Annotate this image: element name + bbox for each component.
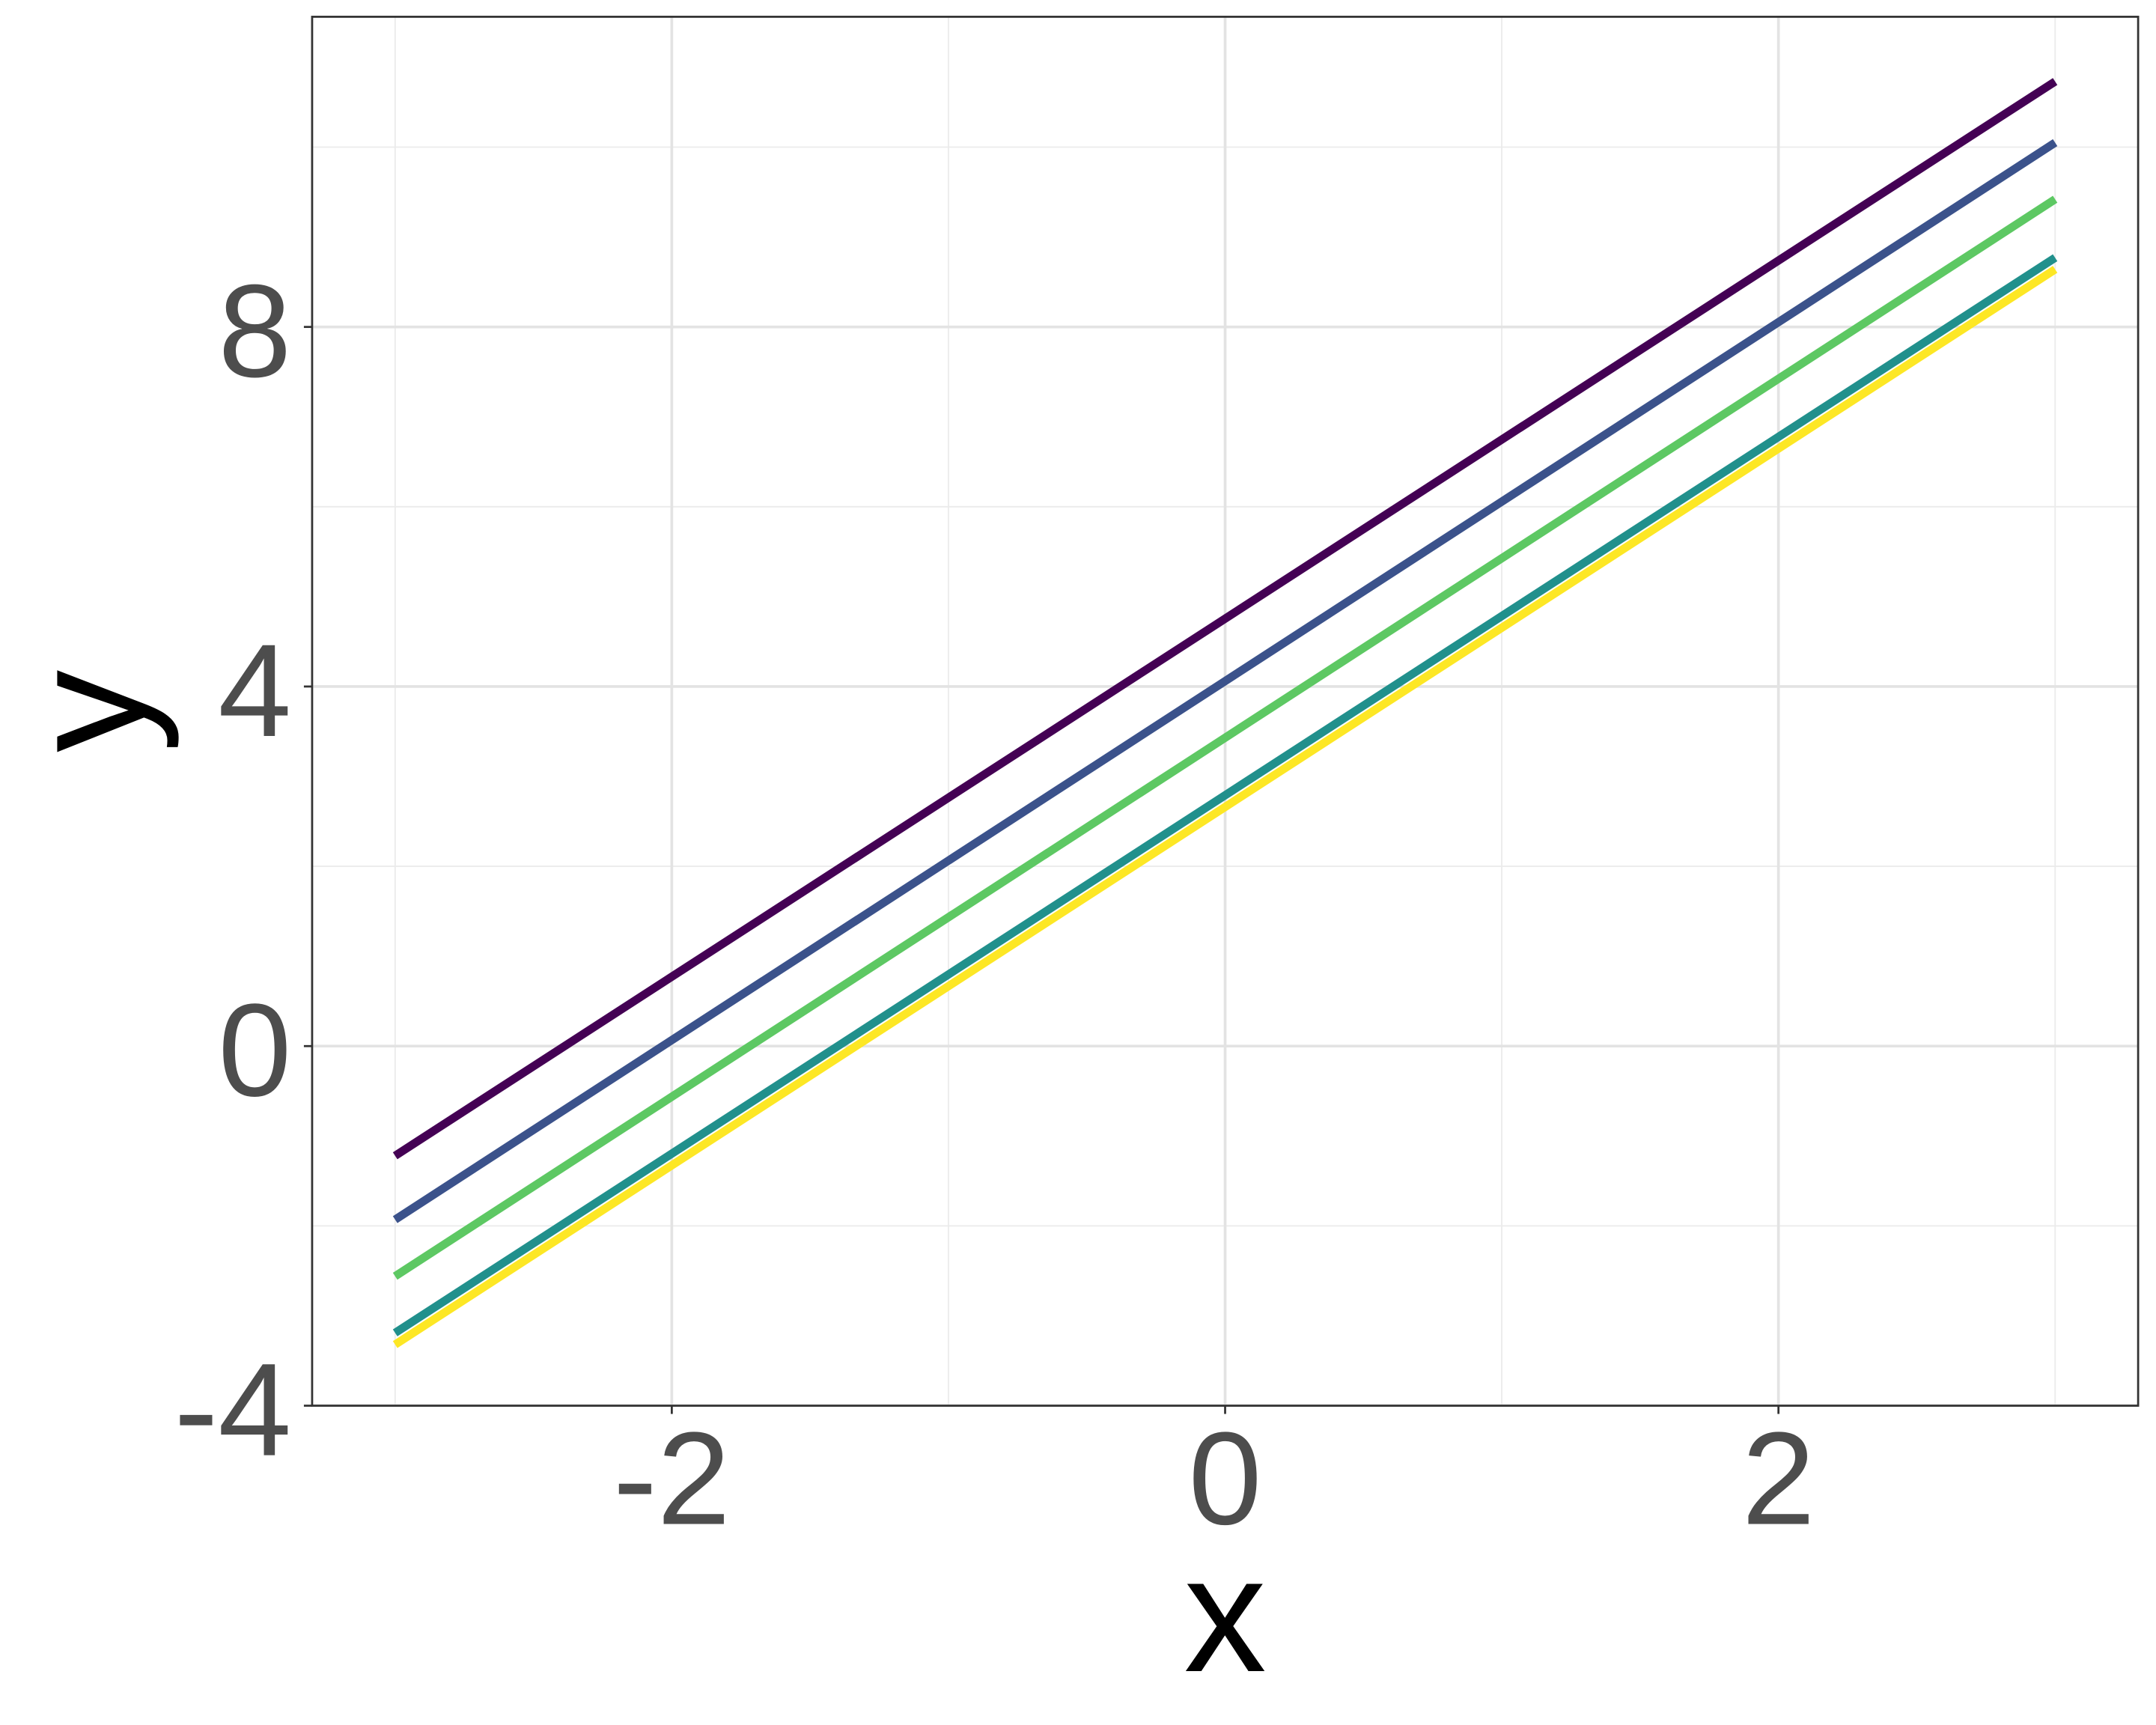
y-axis-title: y — [0, 670, 180, 752]
series-lines — [392, 78, 2058, 1348]
series-line-1 — [392, 78, 2058, 1160]
y-tick-label: 4 — [218, 617, 291, 764]
series-line-5 — [392, 266, 2058, 1348]
y-tick-label: 8 — [218, 258, 291, 405]
series-line-2 — [392, 139, 2058, 1223]
x-axis-title: x — [1184, 1521, 1266, 1706]
series-line-3 — [392, 195, 2058, 1280]
x-tick-label: 0 — [1188, 1405, 1261, 1552]
series-line-4 — [392, 254, 2058, 1336]
y-axis: -4 0 4 8 — [174, 258, 312, 1484]
y-tick-label: 0 — [218, 976, 291, 1124]
x-tick-label: -2 — [613, 1405, 731, 1552]
x-tick-label: 2 — [1742, 1405, 1815, 1552]
x-axis: -2 0 2 — [613, 1405, 1815, 1552]
y-tick-label: -4 — [174, 1336, 292, 1484]
grid — [311, 16, 2139, 1408]
